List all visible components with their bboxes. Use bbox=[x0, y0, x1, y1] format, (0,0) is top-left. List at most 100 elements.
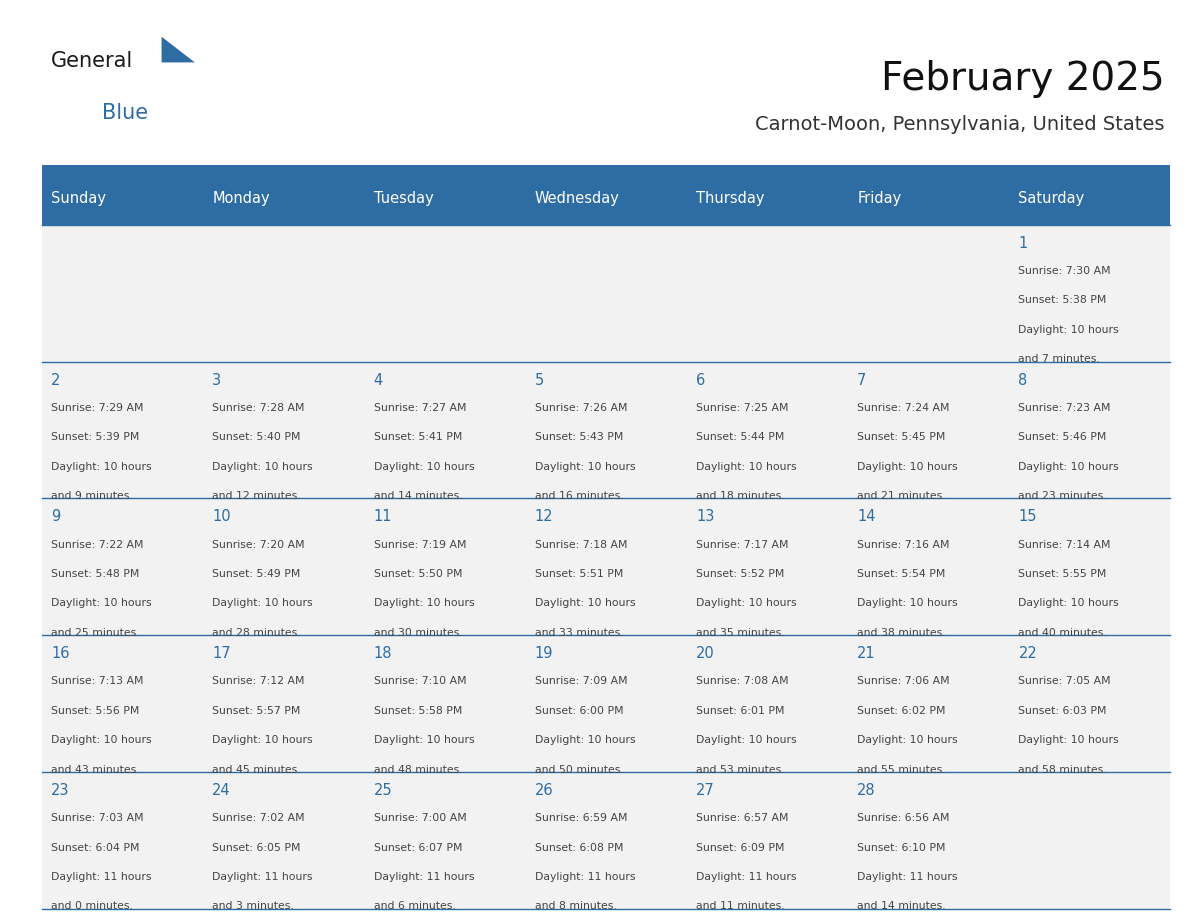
Text: and 45 minutes.: and 45 minutes. bbox=[213, 765, 301, 775]
Text: and 14 minutes.: and 14 minutes. bbox=[858, 901, 946, 912]
Text: Sunrise: 7:17 AM: Sunrise: 7:17 AM bbox=[696, 540, 789, 550]
Text: Sunrise: 7:08 AM: Sunrise: 7:08 AM bbox=[696, 677, 789, 687]
Text: Sunset: 6:02 PM: Sunset: 6:02 PM bbox=[858, 706, 946, 716]
Text: Sunday: Sunday bbox=[51, 191, 106, 206]
FancyBboxPatch shape bbox=[1009, 498, 1170, 635]
Text: Sunset: 6:01 PM: Sunset: 6:01 PM bbox=[696, 706, 784, 716]
Text: Daylight: 10 hours: Daylight: 10 hours bbox=[213, 735, 312, 745]
Text: Daylight: 10 hours: Daylight: 10 hours bbox=[535, 462, 636, 472]
Text: 7: 7 bbox=[858, 373, 866, 387]
Text: and 8 minutes.: and 8 minutes. bbox=[535, 901, 617, 912]
Text: Blue: Blue bbox=[102, 104, 148, 123]
FancyBboxPatch shape bbox=[848, 635, 1009, 772]
FancyBboxPatch shape bbox=[848, 498, 1009, 635]
FancyBboxPatch shape bbox=[203, 225, 364, 362]
Text: Daylight: 11 hours: Daylight: 11 hours bbox=[51, 872, 152, 882]
Text: Sunrise: 7:24 AM: Sunrise: 7:24 AM bbox=[858, 403, 949, 413]
FancyBboxPatch shape bbox=[525, 498, 687, 635]
Text: General: General bbox=[51, 51, 133, 71]
Text: Daylight: 10 hours: Daylight: 10 hours bbox=[373, 462, 474, 472]
Text: and 48 minutes.: and 48 minutes. bbox=[373, 765, 462, 775]
Text: and 33 minutes.: and 33 minutes. bbox=[535, 628, 624, 638]
Text: Sunset: 6:10 PM: Sunset: 6:10 PM bbox=[858, 843, 946, 853]
Text: Friday: Friday bbox=[858, 191, 902, 206]
Text: and 0 minutes.: and 0 minutes. bbox=[51, 901, 133, 912]
Text: Sunset: 5:54 PM: Sunset: 5:54 PM bbox=[858, 569, 946, 579]
Text: Daylight: 10 hours: Daylight: 10 hours bbox=[213, 462, 312, 472]
FancyBboxPatch shape bbox=[525, 772, 687, 909]
Text: Sunset: 5:49 PM: Sunset: 5:49 PM bbox=[213, 569, 301, 579]
Text: 28: 28 bbox=[858, 783, 876, 798]
FancyBboxPatch shape bbox=[42, 772, 203, 909]
Text: Sunrise: 7:10 AM: Sunrise: 7:10 AM bbox=[373, 677, 466, 687]
Text: Sunrise: 7:05 AM: Sunrise: 7:05 AM bbox=[1018, 677, 1111, 687]
Text: 9: 9 bbox=[51, 509, 61, 524]
Text: and 18 minutes.: and 18 minutes. bbox=[696, 491, 784, 501]
Text: Sunset: 5:46 PM: Sunset: 5:46 PM bbox=[1018, 432, 1107, 442]
FancyBboxPatch shape bbox=[848, 225, 1009, 362]
Text: and 12 minutes.: and 12 minutes. bbox=[213, 491, 301, 501]
Text: Sunrise: 7:25 AM: Sunrise: 7:25 AM bbox=[696, 403, 789, 413]
Text: Daylight: 10 hours: Daylight: 10 hours bbox=[213, 599, 312, 609]
Text: Sunset: 6:04 PM: Sunset: 6:04 PM bbox=[51, 843, 139, 853]
Text: 10: 10 bbox=[213, 509, 230, 524]
Text: Sunset: 5:45 PM: Sunset: 5:45 PM bbox=[858, 432, 946, 442]
FancyBboxPatch shape bbox=[525, 362, 687, 498]
Text: Sunset: 5:48 PM: Sunset: 5:48 PM bbox=[51, 569, 139, 579]
Text: 19: 19 bbox=[535, 646, 554, 661]
Text: Sunset: 5:40 PM: Sunset: 5:40 PM bbox=[213, 432, 301, 442]
Text: Daylight: 11 hours: Daylight: 11 hours bbox=[696, 872, 796, 882]
Text: Sunset: 5:57 PM: Sunset: 5:57 PM bbox=[213, 706, 301, 716]
Text: Sunrise: 7:13 AM: Sunrise: 7:13 AM bbox=[51, 677, 144, 687]
Text: Daylight: 10 hours: Daylight: 10 hours bbox=[696, 462, 797, 472]
FancyBboxPatch shape bbox=[687, 772, 848, 909]
Text: Sunrise: 7:22 AM: Sunrise: 7:22 AM bbox=[51, 540, 144, 550]
Text: and 23 minutes.: and 23 minutes. bbox=[1018, 491, 1107, 501]
Text: Daylight: 10 hours: Daylight: 10 hours bbox=[373, 735, 474, 745]
FancyBboxPatch shape bbox=[848, 362, 1009, 498]
Text: Daylight: 10 hours: Daylight: 10 hours bbox=[1018, 462, 1119, 472]
Text: 27: 27 bbox=[696, 783, 715, 798]
Text: Sunset: 5:55 PM: Sunset: 5:55 PM bbox=[1018, 569, 1107, 579]
Text: Thursday: Thursday bbox=[696, 191, 765, 206]
Text: 1: 1 bbox=[1018, 236, 1028, 251]
FancyBboxPatch shape bbox=[203, 772, 364, 909]
FancyBboxPatch shape bbox=[42, 225, 203, 362]
Text: Sunset: 5:50 PM: Sunset: 5:50 PM bbox=[373, 569, 462, 579]
Text: 3: 3 bbox=[213, 373, 221, 387]
Text: and 53 minutes.: and 53 minutes. bbox=[696, 765, 784, 775]
Text: and 58 minutes.: and 58 minutes. bbox=[1018, 765, 1107, 775]
Text: 11: 11 bbox=[373, 509, 392, 524]
FancyBboxPatch shape bbox=[364, 772, 525, 909]
FancyBboxPatch shape bbox=[1009, 225, 1170, 362]
Text: 25: 25 bbox=[373, 783, 392, 798]
Text: Sunrise: 7:23 AM: Sunrise: 7:23 AM bbox=[1018, 403, 1111, 413]
Text: Sunset: 5:52 PM: Sunset: 5:52 PM bbox=[696, 569, 784, 579]
Text: Daylight: 10 hours: Daylight: 10 hours bbox=[1018, 325, 1119, 335]
Polygon shape bbox=[162, 37, 195, 62]
FancyBboxPatch shape bbox=[364, 635, 525, 772]
Text: 15: 15 bbox=[1018, 509, 1037, 524]
Text: Sunrise: 7:27 AM: Sunrise: 7:27 AM bbox=[373, 403, 466, 413]
FancyBboxPatch shape bbox=[42, 165, 1170, 172]
Text: Sunset: 5:56 PM: Sunset: 5:56 PM bbox=[51, 706, 139, 716]
FancyBboxPatch shape bbox=[1009, 772, 1170, 909]
Text: and 21 minutes.: and 21 minutes. bbox=[858, 491, 946, 501]
Text: Sunrise: 7:18 AM: Sunrise: 7:18 AM bbox=[535, 540, 627, 550]
Text: Monday: Monday bbox=[213, 191, 270, 206]
Text: Sunrise: 7:03 AM: Sunrise: 7:03 AM bbox=[51, 813, 144, 823]
Text: Sunrise: 7:19 AM: Sunrise: 7:19 AM bbox=[373, 540, 466, 550]
Text: 16: 16 bbox=[51, 646, 70, 661]
Text: Sunset: 5:44 PM: Sunset: 5:44 PM bbox=[696, 432, 784, 442]
Text: and 25 minutes.: and 25 minutes. bbox=[51, 628, 140, 638]
Text: Sunset: 5:58 PM: Sunset: 5:58 PM bbox=[373, 706, 462, 716]
Text: Sunrise: 7:06 AM: Sunrise: 7:06 AM bbox=[858, 677, 950, 687]
Text: 26: 26 bbox=[535, 783, 554, 798]
Text: Daylight: 10 hours: Daylight: 10 hours bbox=[858, 735, 958, 745]
FancyBboxPatch shape bbox=[687, 362, 848, 498]
Text: 4: 4 bbox=[373, 373, 383, 387]
Text: 5: 5 bbox=[535, 373, 544, 387]
Text: 13: 13 bbox=[696, 509, 714, 524]
FancyBboxPatch shape bbox=[203, 498, 364, 635]
Text: 23: 23 bbox=[51, 783, 70, 798]
